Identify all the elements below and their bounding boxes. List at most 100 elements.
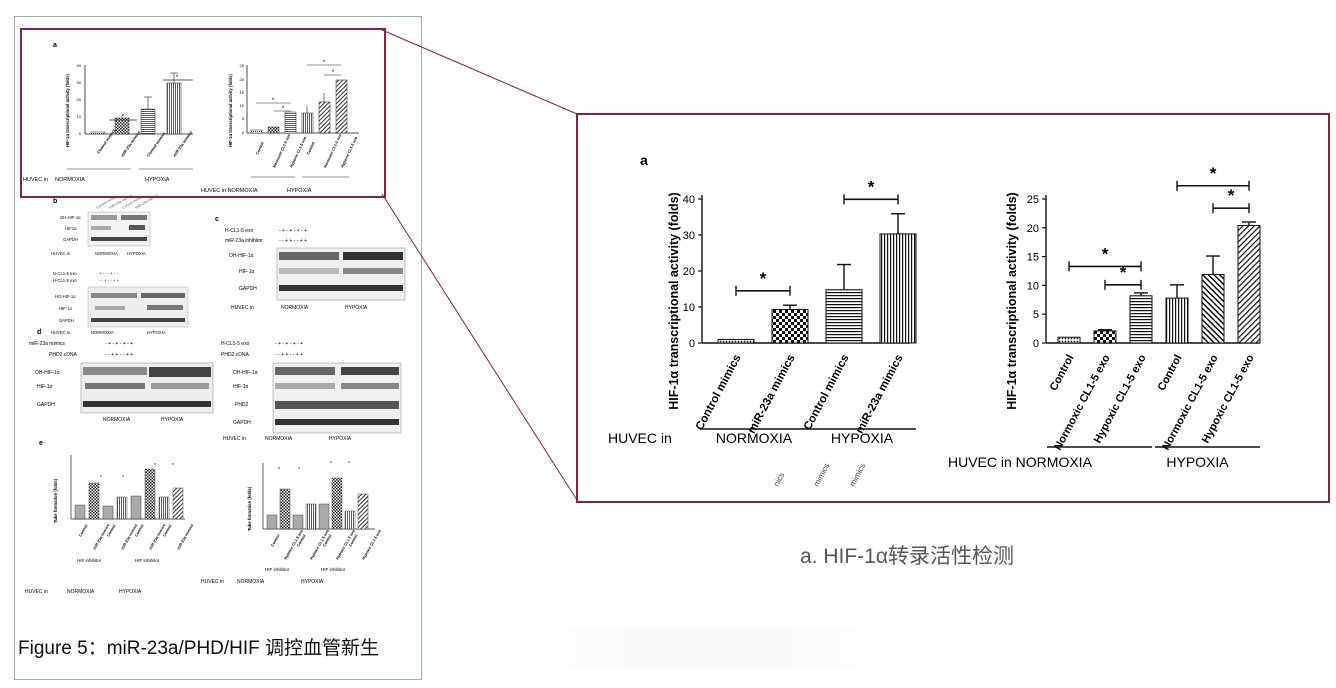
bar [1057,336,1081,344]
svg-text:*: * [332,70,335,76]
svg-text:c: c [215,216,219,223]
svg-text:HUVEC in: HUVEC in [223,436,246,442]
svg-text:Tube formation (folds): Tube formation (folds) [247,486,252,531]
svg-text:Hypoxic CL1-5 exo: Hypoxic CL1-5 exo [361,528,382,560]
svg-text:20: 20 [77,97,82,102]
svg-text:HUVEC in: HUVEC in [201,579,224,585]
svg-text:- - + + - - + +: - - + + - - + + [275,352,303,358]
category-label: Control [1156,353,1185,393]
svg-text:15: 15 [240,90,245,95]
svg-text:PHD2 cDNA: PHD2 cDNA [49,352,77,358]
svg-text:Control: Control [162,524,172,538]
svg-text:HIF inhibitor: HIF inhibitor [321,567,346,572]
svg-text:*: * [100,475,102,481]
significance-star: * [1120,263,1127,282]
svg-text:HYPOXIA: HYPOXIA [329,436,352,442]
svg-text:HO-HIF-1α: HO-HIF-1α [55,294,76,299]
svg-text:*: * [154,463,156,469]
svg-text:25: 25 [240,63,245,68]
svg-text:GAPDH: GAPDH [59,318,74,323]
svg-text:d: d [37,329,41,336]
svg-text:H-CL1-5 exo: H-CL1-5 exo [53,278,77,283]
category-label: Control [1048,353,1077,393]
svg-text:HYPOXIA: HYPOXIA [147,330,166,335]
bar [1165,297,1189,344]
svg-text:N-CL1-5 exo: N-CL1-5 exo [53,271,77,276]
svg-text:10: 10 [77,114,82,119]
clipped-label: mimics [848,462,868,488]
svg-text:Control: Control [348,534,358,548]
clipped-label: mimics [812,462,832,488]
svg-text:*: * [282,106,285,112]
group-label: HYPOXIA [831,430,894,446]
svg-text:b: b [53,198,57,205]
svg-text:20: 20 [240,77,245,82]
svg-text:HIF inhibitor: HIF inhibitor [135,558,160,563]
y-tick-label: 10 [683,302,695,314]
svg-text:10: 10 [240,103,245,108]
clipped-label: nics [772,471,787,488]
y-tick-label: 30 [683,230,695,242]
svg-text:Control: Control [78,524,88,538]
svg-text:H-CL1-5 exo: H-CL1-5 exo [225,228,254,234]
group-prefix: HUVEC in [608,430,672,446]
svg-text:*: * [278,467,280,473]
svg-text:Control: Control [134,524,144,538]
svg-text:HYPOXIA: HYPOXIA [345,305,368,311]
svg-text:HYPOXIA: HYPOXIA [127,251,146,256]
svg-text:PHD2: PHD2 [235,402,249,408]
svg-text:NORMOXIA: NORMOXIA [91,330,114,335]
svg-text:0: 0 [79,131,82,136]
small-panel-d: d miR-23a mimics PHD2 cDNA - + - + - + -… [29,329,402,442]
svg-text:*: * [172,463,174,469]
svg-text:HIF inhibitor: HIF inhibitor [77,558,102,563]
svg-text:OH-HIF-1α: OH-HIF-1α [233,370,258,376]
svg-text:HYPOXIA: HYPOXIA [301,579,324,585]
svg-text:*: * [323,60,326,66]
svg-text:0: 0 [242,130,245,135]
zoomed-panel-a: a 0 10 20 30 40 HIF-1α transcriptional activi… [576,113,1330,503]
svg-text:+ - - - + - -: + - - - + - - [99,271,118,276]
svg-text:*: * [122,475,124,481]
svg-text:H-CL1-5 exo: H-CL1-5 exo [221,341,250,347]
svg-text:HIF-1α: HIF-1α [233,384,249,390]
svg-text:Tube formation (folds): Tube formation (folds) [53,478,58,523]
svg-text:HIF inhibitor: HIF inhibitor [265,567,290,572]
svg-text:*: * [122,114,125,120]
y-tick-label: 5 [1033,309,1039,321]
svg-text:OH-HIF-1α: OH-HIF-1α [229,253,254,259]
y-tick-label: 25 [1027,194,1039,206]
svg-text:HYPOXIA: HYPOXIA [287,188,312,194]
svg-text:Control: Control [255,141,264,155]
category-label: Control mimics [694,353,744,433]
svg-text:40: 40 [77,63,82,68]
svg-text:PHD2 cDNA: PHD2 cDNA [221,352,249,358]
svg-text:NORMOXIA: NORMOXIA [265,436,293,442]
svg-text:GAPDH: GAPDH [37,402,55,408]
svg-text:HUVEC in: HUVEC in [51,330,71,335]
y-tick-label: 10 [1027,280,1039,292]
y-tick-label: 20 [683,266,695,278]
svg-text:HIF-1α: HIF-1α [37,384,53,390]
svg-text:miR-23a inhibitor: miR-23a inhibitor [225,238,263,244]
svg-text:- + - + - + - +: - + - + - + - + [279,228,307,234]
group-label: NORMOXIA [716,430,793,446]
small-panel-c: c H-CL1-5 exo miR-23a inhibitor - + - + … [215,216,406,311]
category-label: miR-23a mimics [746,353,798,436]
svg-text:GAPDH: GAPDH [63,237,78,242]
bottom-fade [530,628,890,668]
y-tick-label: 40 [683,194,695,206]
bar [1201,273,1225,344]
panel-a-letter: a [640,152,648,168]
group-label: HUVEC in NORMOXIA [948,454,1093,470]
significance-star: * [760,269,767,288]
svg-text:- + - + - + - +: - + - + - + - + [105,341,133,347]
small-panel-b: b Control mimics miR-23a mimics Control … [51,193,189,335]
significance-star: * [1228,186,1235,205]
svg-text:e: e [39,440,43,447]
significance-star: * [1102,244,1109,263]
svg-text:- - + + - - + +: - - + + - - + + [105,352,133,358]
svg-text:HIF-1α: HIF-1α [59,306,72,311]
svg-text:Control: Control [322,534,332,548]
